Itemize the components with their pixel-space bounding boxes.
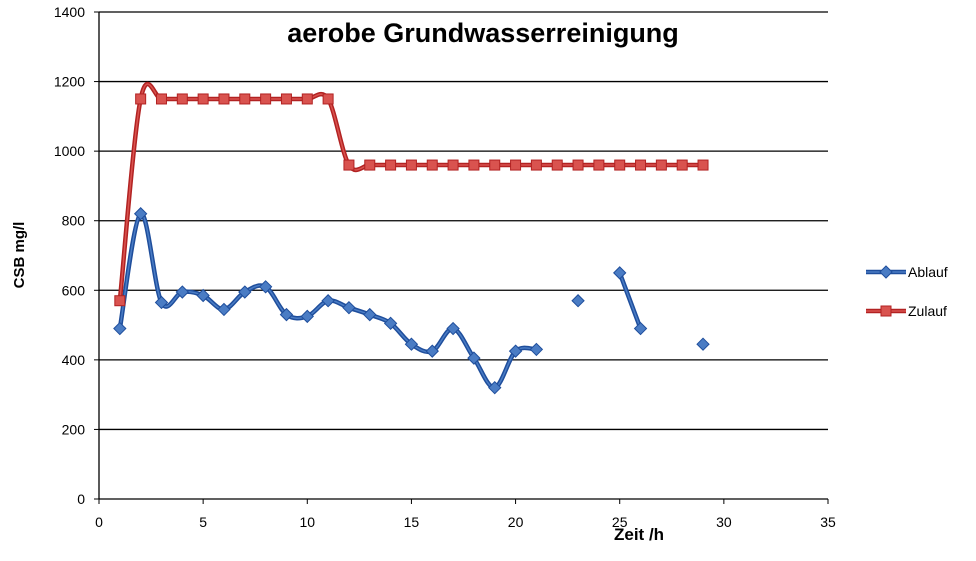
data-point bbox=[551, 159, 563, 171]
legend-item-ablauf: Ablauf bbox=[866, 264, 948, 280]
legend-marker bbox=[880, 305, 892, 317]
series-layer bbox=[113, 81, 710, 395]
data-point bbox=[529, 342, 544, 357]
x-tick-label: 15 bbox=[404, 514, 420, 530]
data-point bbox=[405, 159, 417, 171]
data-point bbox=[530, 159, 542, 171]
data-point bbox=[301, 93, 313, 105]
data-point bbox=[467, 351, 481, 365]
x-tick-label: 35 bbox=[820, 514, 836, 530]
data-point bbox=[133, 207, 148, 221]
data-point bbox=[385, 159, 397, 171]
data-point bbox=[321, 294, 335, 308]
series-zulauf bbox=[114, 81, 709, 307]
data-point bbox=[572, 159, 584, 171]
data-point bbox=[113, 321, 127, 336]
chart-title: aerobe Grundwasserreinigung bbox=[287, 18, 679, 48]
legend-label: Ablauf bbox=[908, 264, 948, 280]
data-point bbox=[218, 93, 230, 105]
y-tick-label: 800 bbox=[62, 213, 86, 229]
gridlines bbox=[99, 11, 828, 431]
data-point bbox=[260, 93, 272, 105]
data-point bbox=[633, 321, 648, 336]
data-point bbox=[446, 321, 460, 336]
data-point bbox=[238, 285, 252, 299]
x-tick-label: 5 bbox=[199, 514, 207, 530]
y-tick-label: 1000 bbox=[54, 143, 85, 159]
data-point bbox=[135, 93, 147, 105]
data-point bbox=[404, 337, 419, 351]
data-point bbox=[279, 307, 294, 322]
series-line bbox=[619, 272, 642, 329]
data-point bbox=[447, 159, 459, 171]
data-point bbox=[342, 300, 356, 315]
series-line-outline bbox=[117, 81, 704, 301]
data-point bbox=[655, 159, 667, 171]
data-point bbox=[197, 93, 209, 105]
x-tick-label: 30 bbox=[716, 514, 732, 530]
series-line bbox=[119, 83, 704, 301]
legend-marker bbox=[879, 265, 893, 279]
x-axis-label: Zeit /h bbox=[614, 525, 664, 544]
x-tick-label: 10 bbox=[299, 514, 315, 530]
data-point bbox=[176, 93, 188, 105]
y-tick-label: 0 bbox=[77, 491, 85, 507]
legend-label: Zulauf bbox=[908, 303, 947, 319]
y-tick-label: 200 bbox=[62, 421, 86, 437]
x-tick-label: 25 bbox=[612, 514, 628, 530]
data-point bbox=[196, 288, 210, 303]
data-point bbox=[217, 302, 231, 317]
data-point bbox=[468, 159, 480, 171]
data-point bbox=[489, 159, 501, 171]
data-point bbox=[425, 344, 439, 358]
data-point bbox=[364, 159, 376, 171]
y-tick-label: 1200 bbox=[54, 74, 85, 90]
legend: Ablauf Zulauf bbox=[866, 264, 948, 319]
data-point bbox=[571, 294, 585, 308]
y-tick-label: 600 bbox=[62, 282, 86, 298]
data-point bbox=[175, 285, 190, 299]
data-point bbox=[383, 316, 398, 331]
data-point bbox=[593, 159, 605, 171]
data-point bbox=[300, 309, 314, 324]
data-point bbox=[363, 307, 377, 322]
legend-item-zulauf: Zulauf bbox=[866, 303, 947, 319]
y-axis-label: CSB mg/l bbox=[11, 222, 28, 289]
data-point bbox=[508, 344, 523, 358]
data-point bbox=[676, 159, 688, 171]
data-point bbox=[510, 159, 522, 171]
axes: 0 200 400 600 800 1000 1200 1400 0 5 10 15 20 25 30 35 bbox=[54, 4, 836, 530]
data-point bbox=[635, 159, 647, 171]
data-point bbox=[488, 380, 502, 395]
data-point bbox=[696, 337, 710, 351]
data-point bbox=[258, 280, 273, 294]
x-tick-label: 20 bbox=[508, 514, 524, 530]
data-point bbox=[613, 266, 627, 280]
data-point bbox=[280, 93, 292, 105]
series-ablauf bbox=[113, 207, 710, 395]
y-tick-label: 1400 bbox=[54, 4, 85, 20]
data-point bbox=[322, 93, 334, 105]
data-point bbox=[155, 93, 167, 105]
data-point bbox=[114, 295, 126, 307]
data-point bbox=[239, 93, 251, 105]
x-tick-label: 0 bbox=[95, 514, 103, 530]
data-point bbox=[343, 159, 355, 171]
data-point bbox=[154, 295, 169, 310]
data-point bbox=[426, 159, 438, 171]
data-point bbox=[614, 159, 626, 171]
y-tick-label: 400 bbox=[62, 352, 86, 368]
data-point bbox=[697, 159, 709, 171]
